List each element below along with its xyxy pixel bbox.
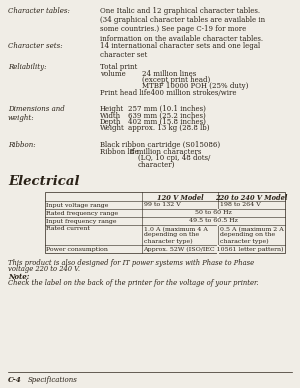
Text: Black ribbon cartridge (S015086): Black ribbon cartridge (S015086) — [100, 141, 220, 149]
Text: Character tables:: Character tables: — [8, 7, 70, 15]
Text: character): character) — [138, 161, 176, 168]
Text: Reliability:: Reliability: — [8, 63, 46, 71]
Text: Height: Height — [100, 105, 124, 113]
Text: One Italic and 12 graphical character tables.
(34 graphical character tables are: One Italic and 12 graphical character ta… — [100, 7, 265, 43]
Text: (LQ, 10 cpi, 48 dots/: (LQ, 10 cpi, 48 dots/ — [138, 154, 210, 162]
Text: Rated current: Rated current — [46, 227, 90, 232]
Bar — [45, 192, 285, 253]
Text: 639 mm (25.2 inches): 639 mm (25.2 inches) — [128, 111, 206, 120]
Text: This product is also designed for IT power systems with Phase to Phase: This product is also designed for IT pow… — [8, 259, 254, 267]
Text: Electrical: Electrical — [8, 175, 80, 188]
Text: Input voltage range: Input voltage range — [46, 203, 109, 208]
Text: Check the label on the back of the printer for the voltage of your printer.: Check the label on the back of the print… — [8, 279, 259, 287]
Text: Input frequency range: Input frequency range — [46, 218, 117, 223]
Text: 198 to 264 V: 198 to 264 V — [220, 203, 261, 208]
Text: Total print: Total print — [100, 63, 137, 71]
Text: Approx. 52W (ISO/IEC 10561 letter pattern): Approx. 52W (ISO/IEC 10561 letter patter… — [143, 246, 284, 252]
Text: 14 international character sets and one legal
character set: 14 international character sets and one … — [100, 42, 260, 59]
Text: voltage 220 to 240 V.: voltage 220 to 240 V. — [8, 265, 80, 273]
Text: approx. 13 kg (28.8 lb): approx. 13 kg (28.8 lb) — [128, 125, 209, 132]
Text: Note:: Note: — [8, 273, 29, 281]
Text: 1.0 A (maximum 4 A
depending on the
character type): 1.0 A (maximum 4 A depending on the char… — [144, 227, 208, 244]
Text: Power consumption: Power consumption — [46, 246, 108, 251]
Text: volume: volume — [100, 69, 126, 78]
Text: C-4: C-4 — [8, 376, 22, 384]
Text: 257 mm (10.1 inches): 257 mm (10.1 inches) — [128, 105, 206, 113]
Text: Ribbon:: Ribbon: — [8, 141, 36, 149]
Text: (except print head): (except print head) — [142, 76, 210, 84]
Text: Depth: Depth — [100, 118, 122, 126]
Text: 0.5 A (maximum 2 A
depending on the
character type): 0.5 A (maximum 2 A depending on the char… — [220, 227, 284, 244]
Text: 220 to 240 V Model: 220 to 240 V Model — [215, 194, 288, 201]
Text: 24 million lines: 24 million lines — [142, 69, 196, 78]
Text: 120 V Model: 120 V Model — [157, 194, 203, 201]
Text: Specifications: Specifications — [28, 376, 78, 384]
Text: Width: Width — [100, 111, 121, 120]
Text: Dimensions and
weight:: Dimensions and weight: — [8, 105, 65, 122]
Text: 50 to 60 Hz: 50 to 60 Hz — [195, 211, 232, 215]
Text: 99 to 132 V: 99 to 132 V — [144, 203, 181, 208]
Text: MTBF 10000 POH (25% duty): MTBF 10000 POH (25% duty) — [142, 83, 248, 90]
Text: Print head life400 million strokes/wire: Print head life400 million strokes/wire — [100, 89, 236, 97]
Text: Character sets:: Character sets: — [8, 42, 63, 50]
Text: 8 million characters: 8 million characters — [130, 147, 201, 156]
Text: Weight: Weight — [100, 125, 125, 132]
Text: 402 mm (15.8 inches): 402 mm (15.8 inches) — [128, 118, 206, 126]
Text: Ribbon life: Ribbon life — [100, 147, 139, 156]
Text: 49.5 to 60.5 Hz: 49.5 to 60.5 Hz — [189, 218, 238, 223]
Text: Rated frequency range: Rated frequency range — [46, 211, 118, 215]
